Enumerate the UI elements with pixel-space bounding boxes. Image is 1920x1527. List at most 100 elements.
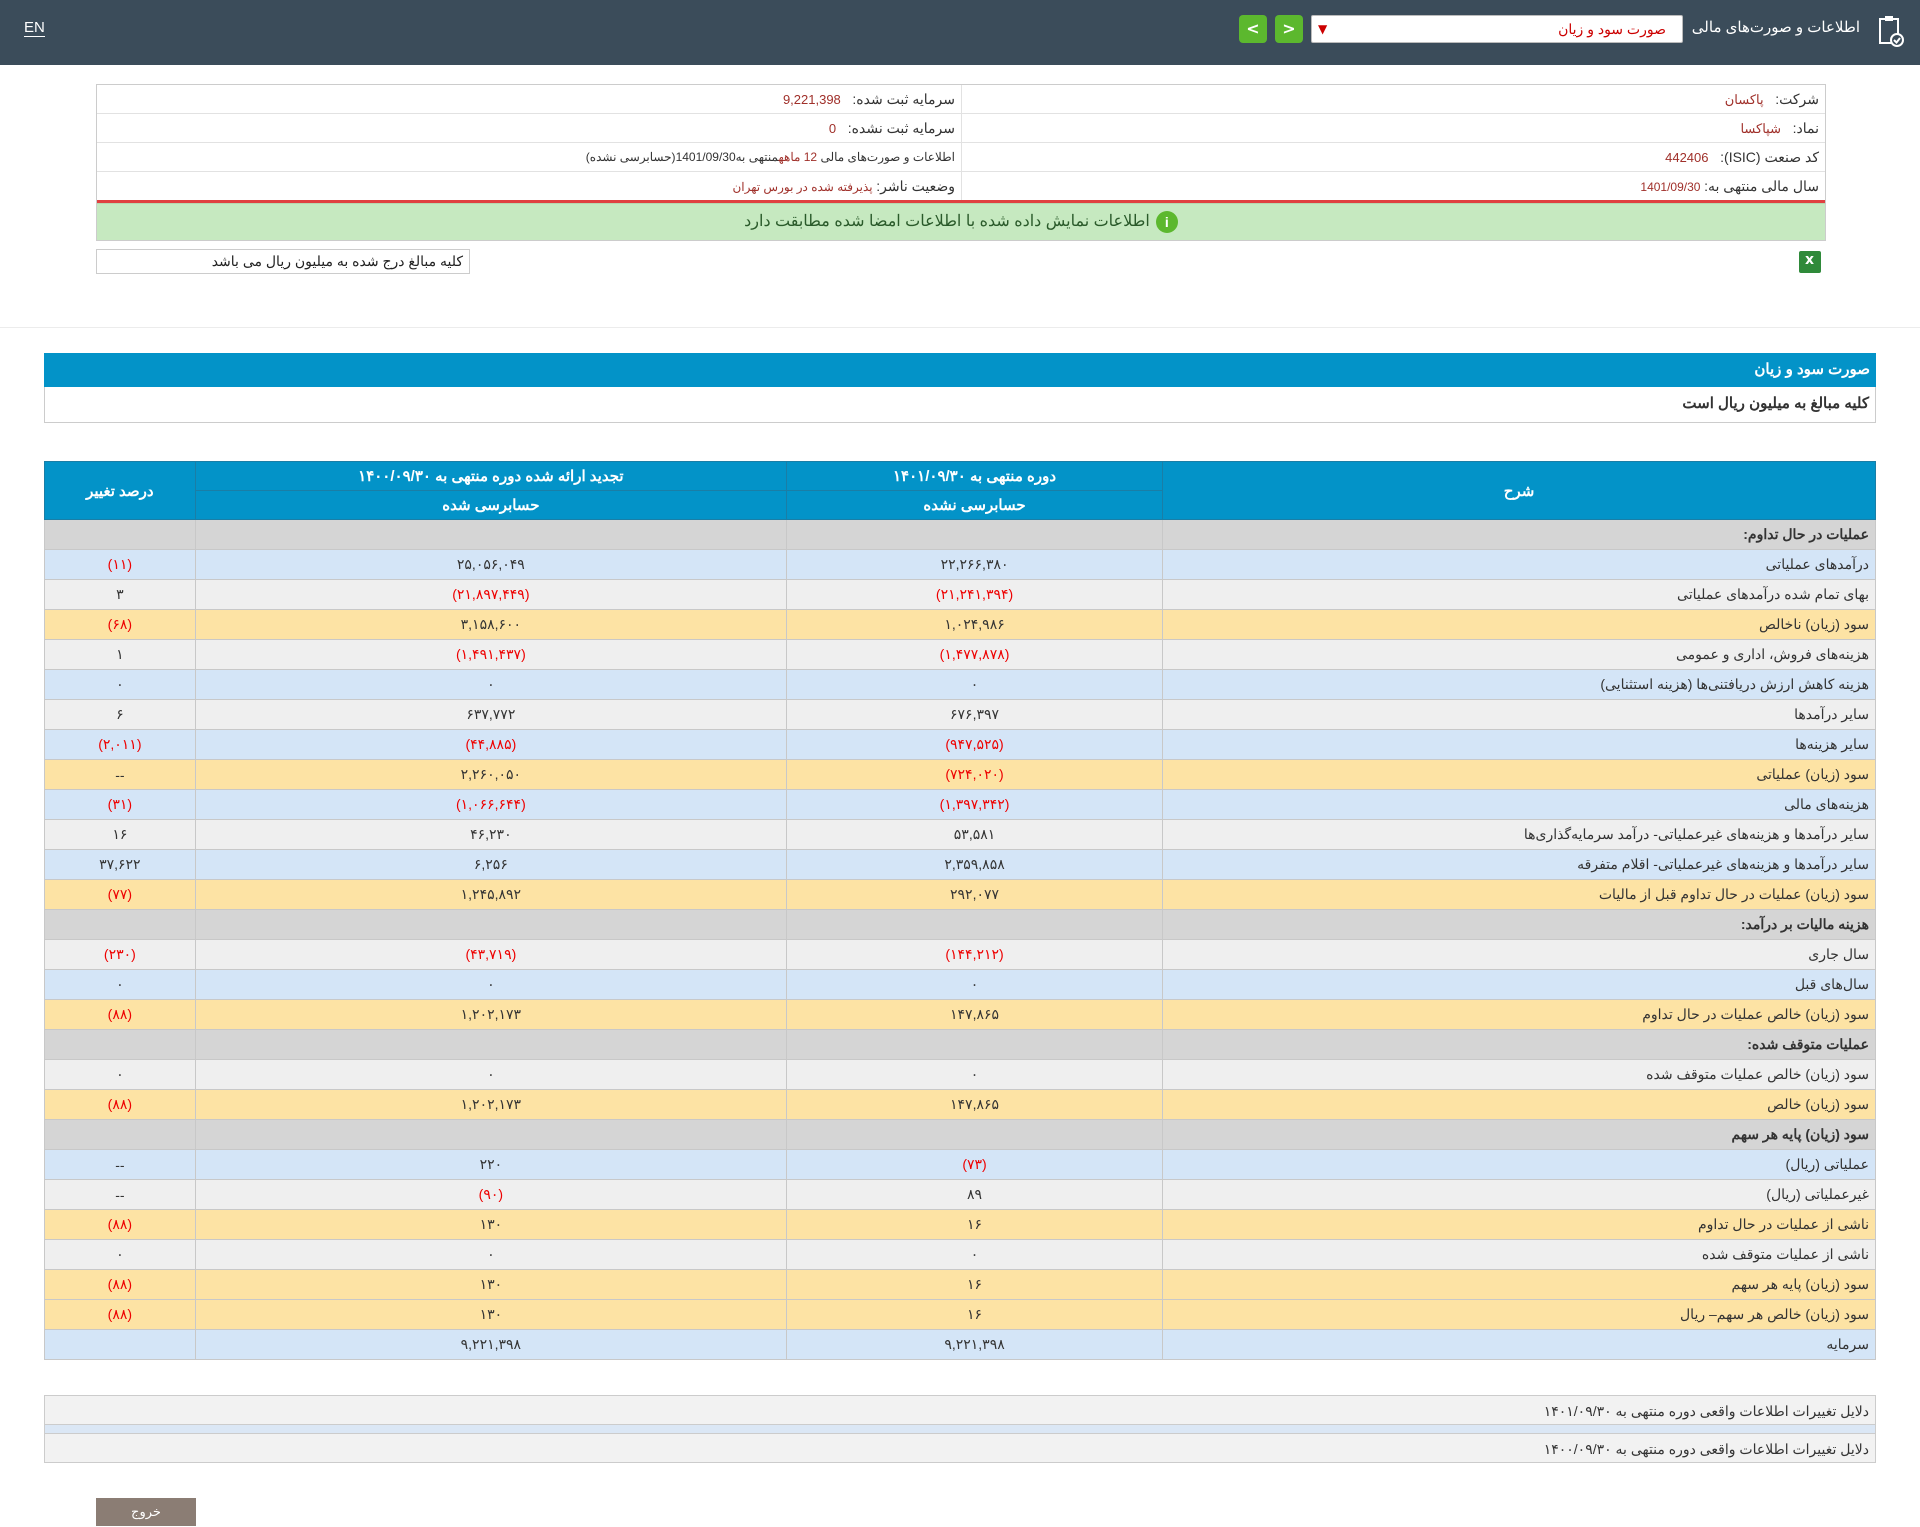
cell-prev: ۳,۱۵۸,۶۰۰: [194, 609, 788, 640]
cell-cur: ۱۴۷,۸۶۵: [786, 1089, 1164, 1120]
header-change: درصد تغییر: [44, 461, 196, 520]
header-current: دوره منتهی به ۱۴۰۱/۰۹/۳۰: [786, 461, 1164, 491]
cell-desc: سود (زیان) خالص: [1162, 1089, 1876, 1120]
cell-desc: سرمایه: [1162, 1329, 1876, 1360]
language-toggle[interactable]: EN: [24, 19, 45, 37]
cell-cur: (۱,۳۹۷,۳۴۲): [786, 789, 1164, 820]
cell-desc: درآمدهای عملیاتی: [1162, 549, 1876, 580]
cell-cur: (۱,۴۷۷,۸۷۸): [786, 639, 1164, 670]
cell-prev: (۲۱,۸۹۷,۴۴۹): [194, 579, 788, 610]
table-row: سود (زیان) خالص هر سهم– ریال ۱۶ ۱۳۰ (۸۸): [44, 1299, 1876, 1330]
cell-desc: سود (زیان) پایه هر سهم: [1162, 1119, 1876, 1150]
cell-chg: (۳۱): [44, 789, 196, 820]
prev-report-button[interactable]: <: [1239, 15, 1267, 43]
cell-cur: (۹۴۷,۵۲۵): [786, 729, 1164, 760]
cell-cur: ۹,۲۲۱,۳۹۸: [786, 1329, 1164, 1360]
cell-chg: [44, 1029, 196, 1060]
cell-chg: (۱۱): [44, 549, 196, 580]
cell-chg: ۰: [44, 669, 196, 700]
cell-cur: ۰: [786, 1059, 1164, 1090]
table-row: سود (زیان) عملیاتی (۷۲۴,۰۲۰) ۲,۲۶۰,۰۵۰ --: [44, 759, 1876, 790]
divider: [97, 200, 1825, 203]
excel-export-icon[interactable]: [1799, 251, 1821, 273]
cell-chg: [44, 1119, 196, 1150]
cell-desc: هزینه‌های فروش، اداری و عمومی: [1162, 639, 1876, 670]
cell-prev: (۴۳,۷۱۹): [194, 939, 788, 970]
header-restated-sub: حسابرسی شده: [194, 490, 788, 520]
table-row: سود (زیان) عملیات در حال تداوم قبل از ما…: [44, 879, 1876, 910]
cell-chg: (۶۸): [44, 609, 196, 640]
cell-cur: ۶۷۶,۳۹۷: [786, 699, 1164, 730]
table-row: سایر درآمدها و هزینه‌های غیرعملیاتی- اقل…: [44, 849, 1876, 880]
cell-cur: ۱,۰۲۴,۹۸۶: [786, 609, 1164, 640]
table-row: غیرعملیاتی (ریال) ۸۹ (۹۰) --: [44, 1179, 1876, 1210]
cell-prev: ۱۳۰: [194, 1269, 788, 1300]
cell-cur: (۷۲۴,۰۲۰): [786, 759, 1164, 790]
cell-prev: ۰: [194, 969, 788, 1000]
unregistered-capital-value: 0: [828, 121, 837, 136]
table-row: سایر درآمدها و هزینه‌های غیرعملیاتی- درآ…: [44, 819, 1876, 850]
table-row: سایر درآمدها ۶۷۶,۳۹۷ ۶۳۷,۷۷۲ ۶: [44, 699, 1876, 730]
cell-chg: --: [44, 1149, 196, 1180]
publisher-status-value: پذیرفته شده در بورس تهران: [732, 180, 873, 194]
cell-cur: ۵۳,۵۸۱: [786, 819, 1164, 850]
cell-desc: سود (زیان) عملیاتی: [1162, 759, 1876, 790]
symbol-link[interactable]: شپاکسا: [1740, 121, 1781, 136]
cell-desc: سال‌های قبل: [1162, 969, 1876, 1000]
report-select[interactable]: صورت سود و زیان ▼: [1311, 15, 1683, 43]
statements-mid: منتهی به: [735, 150, 779, 164]
isic-value: 442406: [1665, 150, 1709, 165]
next-report-button[interactable]: >: [1275, 15, 1303, 43]
cell-desc: سال جاری: [1162, 939, 1876, 970]
cell-cur: ۰: [786, 1239, 1164, 1270]
amounts-note: کلیه مبالغ درج شده به میلیون ریال می باش…: [96, 249, 470, 274]
cell-cur: [786, 1119, 1164, 1150]
cell-desc: بهای تمام شده درآمدهای عملیاتی: [1162, 579, 1876, 610]
cell-chg: ۳: [44, 579, 196, 610]
cell-desc: هزینه کاهش ارزش دریافتنی‌ها (هزینه استثن…: [1162, 669, 1876, 700]
cell-prev: ۱۳۰: [194, 1299, 788, 1330]
table-row: سال جاری (۱۴۴,۲۱۲) (۴۳,۷۱۹) (۲۳۰): [44, 939, 1876, 970]
statements-status: (حسابرسی نشده): [585, 150, 676, 164]
cell-chg: [44, 519, 196, 550]
cell-desc: هزینه‌های مالی: [1162, 789, 1876, 820]
cell-cur: [786, 1029, 1164, 1060]
cell-prev: [194, 519, 788, 550]
table-row: سود (زیان) پایه هر سهم ۱۶ ۱۳۰ (۸۸): [44, 1269, 1876, 1300]
reason-link[interactable]: دلایل تغییرات اطلاعات واقعی دوره منتهی ب…: [44, 1433, 1876, 1463]
cell-chg: ۱۶: [44, 819, 196, 850]
cell-desc: سود (زیان) خالص عملیات متوقف شده: [1162, 1059, 1876, 1090]
cell-chg: ۱: [44, 639, 196, 670]
fiscal-year-value: 1401/09/30: [1640, 180, 1701, 194]
table-row: سود (زیان) خالص عملیات در حال تداوم ۱۴۷,۸…: [44, 999, 1876, 1030]
table-row: عملیاتی (ریال) (۷۳) ۲۲۰ --: [44, 1149, 1876, 1180]
statements-period: 12 ماهه: [778, 150, 818, 164]
cell-prev: ۲۵,۰۵۶,۰۴۹: [194, 549, 788, 580]
info-row: کد صنعت (ISIC): 442406 اطلاعات و صورت‌ها…: [97, 143, 1825, 172]
cell-desc: سایر درآمدها: [1162, 699, 1876, 730]
cell-chg: (۲۳۰): [44, 939, 196, 970]
exit-button[interactable]: خروج: [96, 1498, 196, 1526]
header-restated: تجدید ارائه شده دوره منتهی به ۱۴۰۰/۰۹/۳۰: [194, 461, 788, 491]
page-title: اطلاعات و صورت‌های مالی: [1691, 19, 1860, 36]
cell-prev: [194, 1029, 788, 1060]
cell-chg: ۰: [44, 969, 196, 1000]
cell-cur: ۰: [786, 969, 1164, 1000]
cell-desc: سایر درآمدها و هزینه‌های غیرعملیاتی- اقل…: [1162, 849, 1876, 880]
report-select-value: صورت سود و زیان: [1558, 21, 1666, 37]
cell-desc: سود (زیان) پایه هر سهم: [1162, 1269, 1876, 1300]
statement-title: صورت سود و زیان: [44, 353, 1876, 387]
cell-prev: ۱,۲۰۲,۱۷۳: [194, 1089, 788, 1120]
cell-cur: ۰: [786, 669, 1164, 700]
income-statement-table: شرح دوره منتهی به ۱۴۰۱/۰۹/۳۰ تجدید ارائه…: [44, 461, 1876, 1360]
statements-prefix: اطلاعات و صورت‌های مالی: [820, 150, 955, 164]
company-label: شرکت:: [1775, 91, 1819, 107]
table-row: هزینه‌های فروش، اداری و عمومی (۱,۴۷۷,۸۷۸)…: [44, 639, 1876, 670]
table-row: سرمایه ۹,۲۲۱,۳۹۸ ۹,۲۲۱,۳۹۸: [44, 1329, 1876, 1360]
reason-link[interactable]: دلایل تغییرات اطلاعات واقعی دوره منتهی ب…: [44, 1395, 1876, 1425]
cell-chg: (۸۸): [44, 1089, 196, 1120]
company-link[interactable]: پاکسان: [1724, 92, 1764, 107]
unregistered-capital-label: سرمایه ثبت نشده:: [847, 120, 955, 136]
cell-chg: ۳۷,۶۲۲: [44, 849, 196, 880]
cell-chg: (۸۸): [44, 1209, 196, 1240]
